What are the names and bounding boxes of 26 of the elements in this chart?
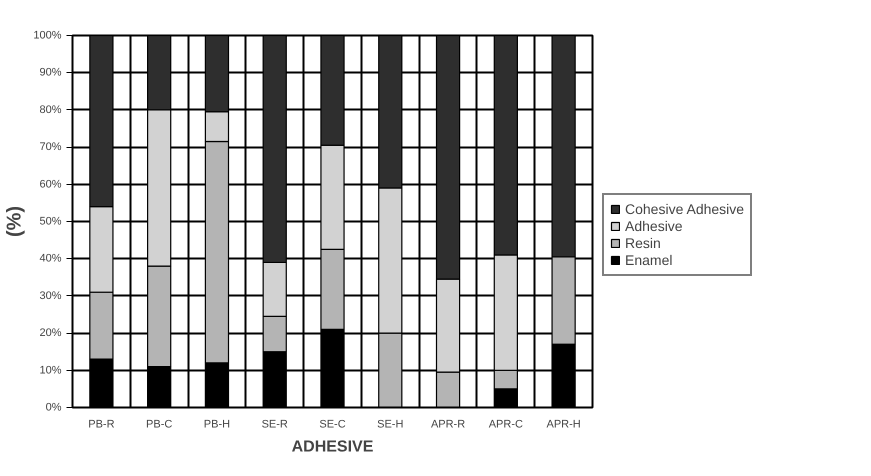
y-tick-label: 10% (39, 364, 62, 376)
y-tick-label: 70% (39, 141, 62, 154)
x-tick-label: PB-H (204, 418, 230, 430)
x-tick-label: PB-R (88, 418, 115, 430)
y-tick-label: 30% (39, 290, 62, 302)
legend-label: Adhesive (625, 218, 683, 234)
y-tick-label: 80% (39, 104, 62, 116)
x-tick-label: APR-R (430, 418, 466, 430)
legend-label: Enamel (625, 252, 672, 268)
y-tick-label: 40% (39, 252, 62, 265)
y-tick-label: 100% (33, 30, 62, 42)
y-tick-label: 90% (39, 66, 62, 79)
x-axis-title: ADHESIVE (292, 438, 374, 456)
y-tick-label: 60% (39, 178, 62, 190)
legend-label: Resin (625, 235, 661, 251)
x-tick-label: PB-C (146, 418, 172, 430)
x-tick-label: SE-H (377, 418, 404, 430)
y-axis-title: (%) (3, 206, 26, 238)
y-tick-label: 20% (39, 327, 62, 340)
x-tick-label: APR-C (488, 418, 523, 430)
x-tick-label: APR-H (546, 418, 581, 430)
x-tick-label: SE-C (319, 418, 346, 430)
y-tick-label: 50% (39, 216, 62, 228)
legend-label: Cohesive Adhesive (625, 201, 744, 217)
x-tick-label: SE-R (262, 418, 288, 430)
y-tick-label: 0% (46, 402, 62, 414)
